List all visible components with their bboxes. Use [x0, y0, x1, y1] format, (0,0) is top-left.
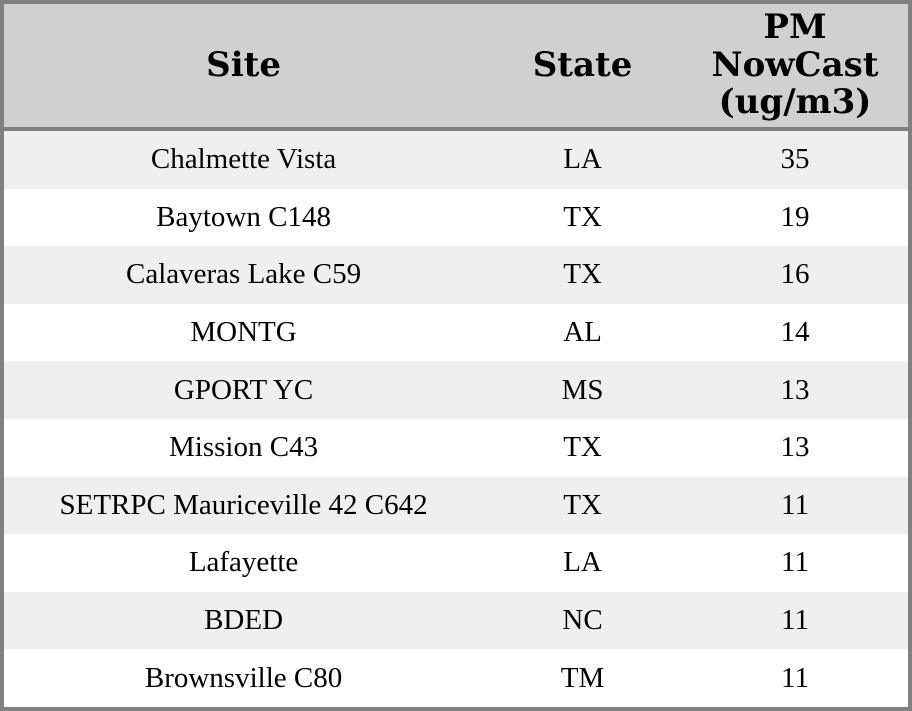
cell-state: TX	[563, 488, 602, 521]
cell-state: AL	[563, 316, 602, 349]
cell-pm-nowcast: 11	[781, 488, 809, 521]
cell-site: Baytown C148	[156, 200, 331, 233]
cell-site: MONTG	[190, 316, 297, 349]
cell-state: TX	[563, 431, 602, 464]
table-row: Calaveras Lake C59 TX 16	[4, 246, 908, 304]
cell-pm-nowcast: 14	[780, 316, 810, 349]
table-row: SETRPC Mauriceville 42 C642 TX 11	[4, 476, 908, 535]
cell-site: Brownsville C80	[144, 661, 343, 694]
cell-state: TX	[563, 200, 602, 233]
cell-pm-nowcast: 13	[780, 431, 810, 464]
table-row: Chalmette Vista LA 35	[4, 131, 908, 189]
cell-site: Calaveras Lake C59	[125, 258, 362, 291]
column-header-state: State	[532, 44, 633, 85]
cell-pm-nowcast: 13	[780, 373, 810, 406]
cell-pm-nowcast: 35	[780, 143, 810, 176]
cell-state: NC	[562, 604, 603, 637]
cell-pm-nowcast: 11	[781, 604, 809, 637]
table-row: Brownsville C80 TM 11	[4, 649, 908, 707]
cell-site: Lafayette	[188, 546, 299, 579]
table-row: Mission C43 TX 13	[4, 418, 908, 477]
cell-site: Chalmette Vista	[150, 143, 337, 176]
cell-site: BDED	[204, 604, 284, 637]
cell-state: MS	[561, 373, 604, 406]
cell-pm-nowcast: 19	[780, 200, 810, 233]
table-row: GPORT YC MS 13	[4, 361, 908, 419]
cell-pm-nowcast: 16	[780, 258, 810, 291]
cell-state: LA	[563, 143, 602, 176]
table-header-row: Site State PM NowCast (ug/m3)	[4, 4, 908, 131]
cell-site: SETRPC Mauriceville 42 C642	[59, 488, 428, 521]
cell-pm-nowcast: 11	[781, 661, 809, 694]
column-header-site: Site	[206, 44, 281, 85]
cell-pm-nowcast: 11	[781, 546, 809, 579]
cell-site: Mission C43	[169, 431, 319, 464]
cell-state: TX	[563, 258, 602, 291]
table-row: Lafayette LA 11	[4, 534, 908, 592]
cell-state: LA	[563, 546, 602, 579]
column-header-pm-nowcast: PM NowCast (ug/m3)	[711, 7, 879, 123]
cell-site: GPORT YC	[173, 373, 314, 406]
table-row: BDED NC 11	[4, 591, 908, 650]
cell-state: TM	[560, 661, 605, 694]
table-row: MONTG AL 14	[4, 303, 908, 362]
table-row: Baytown C148 TX 19	[4, 188, 908, 247]
